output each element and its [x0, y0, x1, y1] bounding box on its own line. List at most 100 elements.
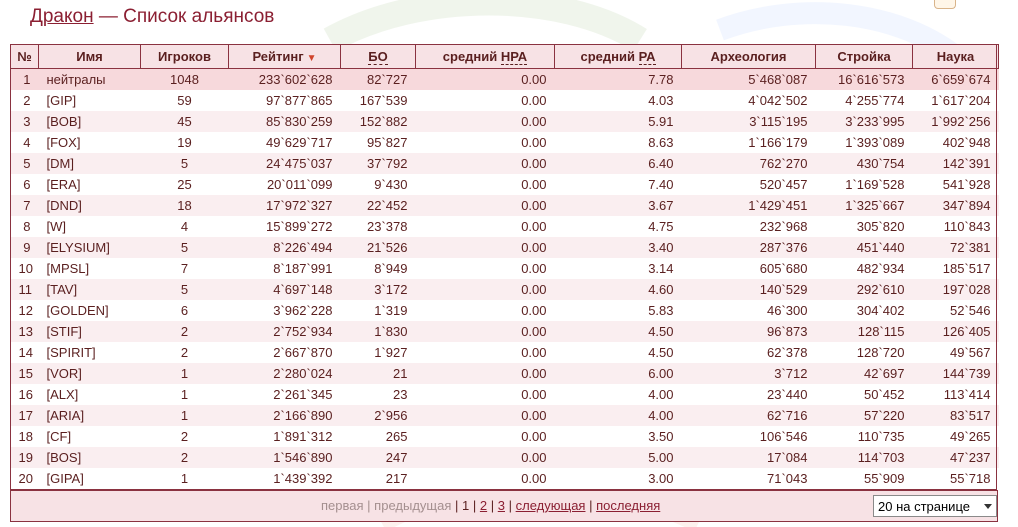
col-num[interactable]: № — [10, 44, 39, 69]
archaeology-value: 287`376 — [681, 237, 816, 258]
alliance-name[interactable]: [CF] — [38, 426, 141, 447]
pager-page-current: 1 — [462, 498, 470, 513]
rating-value: 2`166`890 — [228, 405, 341, 426]
table-row: 11 [TAV] 5 4`697`148 3`172 0.00 4.60 140`529 292… — [10, 279, 999, 300]
players-count: 1048 — [140, 68, 229, 90]
bo-value: 23`378 — [340, 216, 416, 237]
col-construction[interactable]: Стройка — [815, 44, 913, 69]
col-archaeology[interactable]: Археология — [681, 44, 816, 69]
col-avg-pa[interactable]: средний РА — [554, 44, 682, 69]
avg-pa-value: 7.40 — [554, 174, 682, 195]
bo-value: 82`727 — [340, 68, 416, 90]
avg-pa-value: 4.03 — [554, 90, 682, 111]
rating-value: 3`962`228 — [228, 300, 341, 321]
alliance-name[interactable]: [ELYSIUM] — [38, 237, 141, 258]
alliance-name[interactable]: [VOR] — [38, 363, 141, 384]
alliance-name[interactable]: [GIP] — [38, 90, 141, 111]
alliance-name[interactable]: [ARIA] — [38, 405, 141, 426]
archaeology-value: 23`440 — [681, 384, 816, 405]
rating-value: 4`697`148 — [228, 279, 341, 300]
row-num: 13 — [10, 321, 39, 342]
archaeology-value: 5`468`087 — [681, 68, 816, 90]
avg-npa-value: 0.00 — [415, 363, 555, 384]
alliance-name[interactable]: [STIF] — [38, 321, 141, 342]
page-title: Дракон — Список альянсов — [30, 6, 274, 28]
pager-sep: | — [589, 498, 593, 513]
alliance-name[interactable]: нейтралы — [38, 68, 141, 90]
construction-value: 1`393`089 — [815, 132, 913, 153]
row-num: 17 — [10, 405, 39, 426]
table-row: 14 [SPIRIT] 2 2`667`870 1`927 0.00 4.50 62`378 1… — [10, 342, 999, 363]
row-num: 5 — [10, 153, 39, 174]
alliance-name[interactable]: [W] — [38, 216, 141, 237]
avg-npa-value: 0.00 — [415, 426, 555, 447]
per-page-select[interactable]: 20 на странице — [873, 495, 997, 517]
players-count: 2 — [140, 426, 229, 447]
col-rating[interactable]: Рейтинг ▼ — [228, 44, 341, 69]
col-players[interactable]: Игроков — [140, 44, 229, 69]
science-value: 49`265 — [912, 426, 999, 447]
table-row: 9 [ELYSIUM] 5 8`226`494 21`526 0.00 3.40 287`37… — [10, 237, 999, 258]
avg-npa-value: 0.00 — [415, 132, 555, 153]
col-avg-npa[interactable]: средний НРА — [415, 44, 555, 69]
alliance-name[interactable]: [TAV] — [38, 279, 141, 300]
bo-value: 167`539 — [340, 90, 416, 111]
alliance-name[interactable]: [MPSL] — [38, 258, 141, 279]
alliance-name[interactable]: [SPIRIT] — [38, 342, 141, 363]
construction-value: 451`440 — [815, 237, 913, 258]
avg-pa-value: 3.00 — [554, 468, 682, 489]
rating-value: 2`280`024 — [228, 363, 341, 384]
avg-npa-value: 0.00 — [415, 90, 555, 111]
row-num: 20 — [10, 468, 39, 489]
science-value: 347`894 — [912, 195, 999, 216]
archaeology-value: 140`529 — [681, 279, 816, 300]
table-row: 1 нейтралы 1048 233`602`628 82`727 0.00 7.78 5`… — [10, 68, 999, 90]
avg-pa-value: 4.00 — [554, 405, 682, 426]
bo-value: 1`319 — [340, 300, 416, 321]
table-row: 4 [FOX] 19 49`629`717 95`827 0.00 8.63 1`166`17… — [10, 132, 999, 153]
rating-value: 2`261`345 — [228, 384, 341, 405]
bo-value: 37`792 — [340, 153, 416, 174]
bo-value: 9`430 — [340, 174, 416, 195]
construction-value: 55`909 — [815, 468, 913, 489]
pager-sep: | — [455, 498, 459, 513]
rating-value: 8`187`991 — [228, 258, 341, 279]
alliance-name[interactable]: [ERA] — [38, 174, 141, 195]
alliance-name[interactable]: [ALX] — [38, 384, 141, 405]
science-value: 1`992`256 — [912, 111, 999, 132]
avg-npa-value: 0.00 — [415, 174, 555, 195]
players-count: 1 — [140, 363, 229, 384]
construction-value: 304`402 — [815, 300, 913, 321]
col-science[interactable]: Наука — [912, 44, 999, 69]
construction-value: 128`720 — [815, 342, 913, 363]
row-num: 14 — [10, 342, 39, 363]
pager-page-3[interactable]: 3 — [497, 498, 505, 513]
col-name[interactable]: Имя — [38, 44, 141, 69]
table-row: 7 [DND] 18 17`972`327 22`452 0.00 3.67 1`429`45… — [10, 195, 999, 216]
construction-value: 110`735 — [815, 426, 913, 447]
table-row: 16 [ALX] 1 2`261`345 23 0.00 4.00 23`440 50`452 1… — [10, 384, 999, 405]
pager-next[interactable]: следующая — [515, 498, 586, 513]
bo-value: 217 — [340, 468, 416, 489]
alliance-name[interactable]: [FOX] — [38, 132, 141, 153]
dragon-link[interactable]: Дракон — [30, 6, 94, 27]
row-num: 1 — [10, 68, 39, 90]
archaeology-value: 46`300 — [681, 300, 816, 321]
pager-page-2[interactable]: 2 — [479, 498, 488, 513]
corner-tab-icon[interactable] — [934, 0, 956, 9]
rating-value: 24`475`037 — [228, 153, 341, 174]
table-row: 12 [GOLDEN] 6 3`962`228 1`319 0.00 5.83 46`300 3… — [10, 300, 999, 321]
alliance-name[interactable]: [DND] — [38, 195, 141, 216]
pagination: первая | предыдущая | 1 | 2 | 3 | следую… — [321, 498, 660, 513]
alliance-name[interactable]: [GIPA] — [38, 468, 141, 489]
alliance-name[interactable]: [BOB] — [38, 111, 141, 132]
construction-value: 292`610 — [815, 279, 913, 300]
col-bo[interactable]: БО — [340, 44, 416, 69]
alliance-name[interactable]: [DM] — [38, 153, 141, 174]
alliance-name[interactable]: [BOS] — [38, 447, 141, 468]
pager-last[interactable]: последняя — [596, 498, 661, 513]
players-count: 45 — [140, 111, 229, 132]
alliance-name[interactable]: [GOLDEN] — [38, 300, 141, 321]
pager-first: первая — [321, 498, 364, 513]
table-row: 3 [BOB] 45 85`830`259 152`882 0.00 5.91 3`115`1… — [10, 111, 999, 132]
